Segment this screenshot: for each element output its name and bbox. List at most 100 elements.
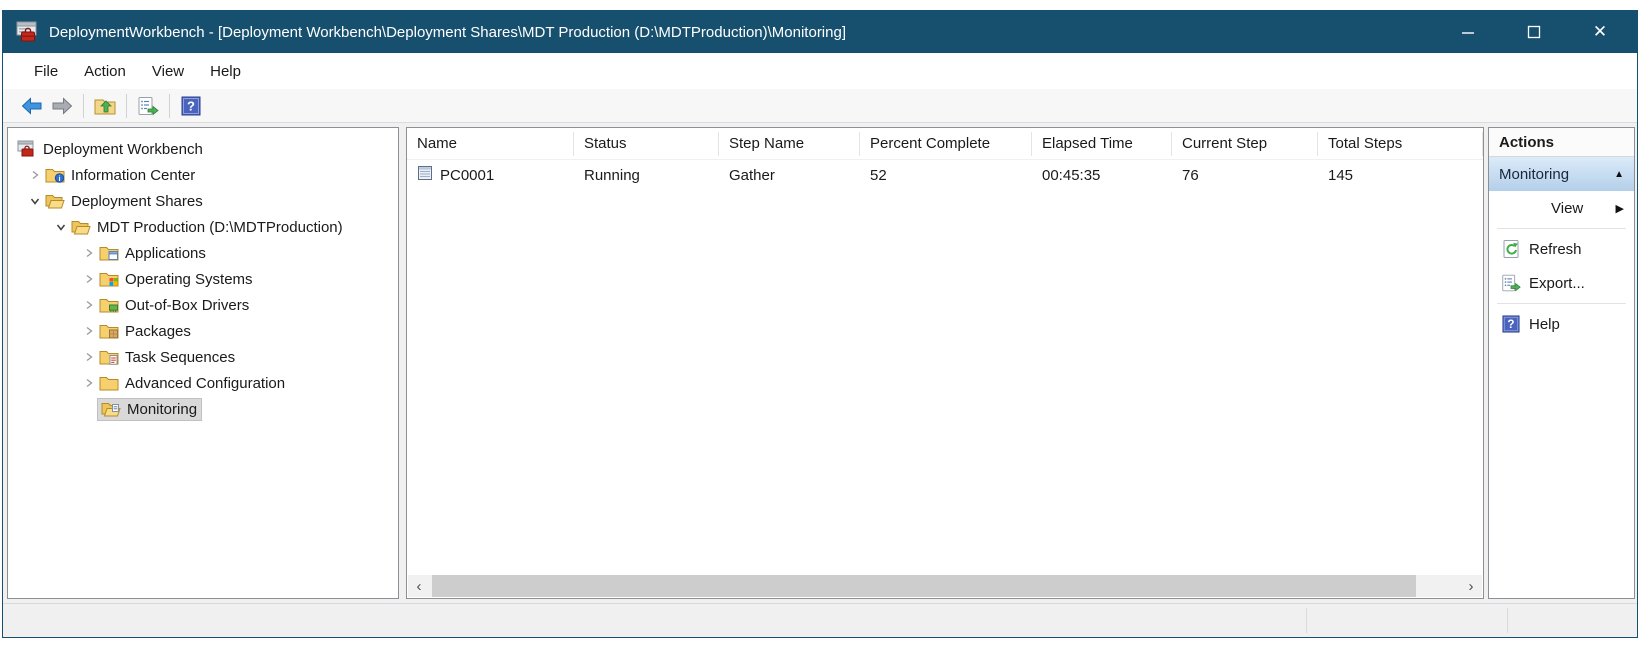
tree-item-label: Deployment Workbench — [43, 140, 203, 158]
back-icon — [21, 96, 42, 115]
chevron-right-icon[interactable] — [80, 378, 98, 388]
tree-item-label: Deployment Shares — [71, 192, 203, 210]
up-one-level-icon — [94, 99, 116, 114]
chevron-left-icon: ‹ — [416, 577, 422, 595]
status-bar — [3, 603, 1637, 637]
minimize-button[interactable] — [1445, 11, 1491, 53]
actions-group-monitoring[interactable]: Monitoring ▲ — [1489, 157, 1634, 191]
chevron-right-icon: › — [1468, 577, 1474, 595]
cell-percent-complete: 52 — [870, 166, 887, 184]
column-header-status[interactable]: Status — [574, 131, 719, 156]
action-view[interactable]: View ▶ — [1489, 191, 1634, 225]
tree-item-label: MDT Production (D:\MDTProduction) — [97, 218, 343, 236]
forward-button[interactable] — [47, 92, 77, 120]
window-controls: ✕ — [1425, 11, 1623, 53]
back-button[interactable] — [17, 92, 47, 120]
minimize-icon — [1462, 32, 1474, 34]
scroll-left-button[interactable]: ‹ — [408, 575, 430, 597]
scroll-right-button[interactable]: › — [1460, 575, 1482, 597]
tree-selection-highlight: Monitoring — [96, 397, 203, 421]
action-export[interactable]: Export... — [1489, 266, 1634, 300]
cell-elapsed-time: 00:45:35 — [1042, 166, 1101, 184]
tree-item-deployment-shares[interactable]: Deployment Shares — [8, 188, 398, 214]
column-header-total-steps[interactable]: Total Steps — [1318, 131, 1483, 156]
list-row-pc0001[interactable]: PC0001 Running Gather 52 00:45:35 76 145 — [407, 160, 1483, 190]
toolbar: ? — [3, 89, 1637, 123]
tree-item-information-center[interactable]: i Information Center — [8, 162, 398, 188]
tree-item-deployment-workbench[interactable]: Deployment Workbench — [8, 136, 398, 162]
tree-item-label: Operating Systems — [125, 270, 253, 288]
scrollbar-thumb[interactable] — [432, 575, 1416, 597]
up-one-level-button[interactable] — [90, 92, 120, 120]
maximize-button[interactable] — [1511, 11, 1557, 53]
action-refresh[interactable]: Refresh — [1489, 232, 1634, 266]
cell-status: Running — [584, 166, 640, 184]
help-button[interactable]: ? — [176, 92, 206, 120]
app-workbench-icon — [15, 20, 39, 44]
close-button[interactable]: ✕ — [1577, 11, 1623, 53]
tree-item-label: Advanced Configuration — [125, 374, 286, 392]
actions-separator — [1497, 303, 1626, 304]
toolbar-separator — [169, 93, 170, 118]
tree-item-label: Information Center — [71, 166, 196, 184]
tree-item-label: Out-of-Box Drivers — [125, 296, 250, 314]
folder-open-icon — [44, 193, 66, 209]
export-list-icon — [138, 96, 159, 115]
tree-item-packages[interactable]: Packages — [8, 318, 398, 344]
results-panel: Name Status Step Name Percent Complete E… — [406, 127, 1484, 599]
console-tree: Deployment Workbench i Information Cente… — [8, 128, 398, 422]
tree-item-out-of-box-drivers[interactable]: Out-of-Box Drivers — [8, 292, 398, 318]
workbench-icon — [16, 140, 38, 158]
folder-packages-icon — [98, 323, 120, 339]
menu-view[interactable]: View — [151, 62, 185, 80]
chevron-right-icon[interactable] — [80, 326, 98, 336]
chevron-down-icon[interactable] — [52, 222, 70, 232]
list-header: Name Status Step Name Percent Complete E… — [407, 128, 1483, 160]
tree-item-task-sequences[interactable]: Task Sequences — [8, 344, 398, 370]
folder-applications-icon — [98, 245, 120, 261]
maximize-icon — [1527, 25, 1541, 39]
column-header-step-name[interactable]: Step Name — [719, 131, 860, 156]
console-tree-panel: Deployment Workbench i Information Cente… — [7, 127, 399, 599]
column-header-elapsed-time[interactable]: Elapsed Time — [1032, 131, 1172, 156]
menu-bar: File Action View Help — [3, 53, 1637, 89]
chevron-right-icon[interactable] — [80, 352, 98, 362]
action-label: Refresh — [1529, 240, 1582, 258]
chevron-right-icon[interactable] — [26, 170, 44, 180]
column-header-current-step[interactable]: Current Step — [1172, 131, 1318, 156]
chevron-right-icon[interactable] — [80, 274, 98, 284]
computer-icon — [417, 165, 433, 185]
deployment-workbench-window: DeploymentWorkbench - [Deployment Workbe… — [2, 10, 1638, 638]
scrollbar-track[interactable] — [430, 575, 1460, 597]
help-icon: ? — [181, 96, 201, 115]
cell-name: PC0001 — [440, 166, 495, 184]
tree-item-mdt-production[interactable]: MDT Production (D:\MDTProduction) — [8, 214, 398, 240]
menu-help[interactable]: Help — [210, 62, 241, 80]
tree-item-label: Task Sequences — [125, 348, 236, 366]
actions-title: Actions — [1489, 128, 1634, 157]
refresh-icon — [1499, 239, 1523, 259]
close-icon: ✕ — [1592, 22, 1608, 41]
tree-item-applications[interactable]: Applications — [8, 240, 398, 266]
tree-item-operating-systems[interactable]: Operating Systems — [8, 266, 398, 292]
column-header-percent-complete[interactable]: Percent Complete — [860, 131, 1032, 156]
titlebar: DeploymentWorkbench - [Deployment Workbe… — [3, 11, 1637, 53]
action-help[interactable]: ? Help — [1489, 307, 1634, 341]
collapse-up-icon[interactable]: ▲ — [1614, 168, 1624, 180]
status-separator — [1306, 608, 1307, 633]
chevron-right-icon[interactable] — [80, 248, 98, 258]
tree-item-monitoring[interactable]: Monitoring — [8, 396, 398, 422]
menu-file[interactable]: File — [34, 62, 59, 80]
action-label: Export... — [1529, 274, 1585, 292]
chevron-down-icon[interactable] — [26, 196, 44, 206]
menu-action[interactable]: Action — [84, 62, 126, 80]
chevron-right-icon[interactable] — [80, 300, 98, 310]
tree-item-label: Applications — [125, 244, 206, 262]
column-header-name[interactable]: Name — [407, 131, 574, 156]
cell-step-name: Gather — [729, 166, 775, 184]
folder-monitoring-icon — [100, 401, 122, 417]
horizontal-scrollbar: ‹ › — [408, 575, 1482, 597]
export-list-button[interactable] — [133, 92, 163, 120]
tree-item-advanced-configuration[interactable]: Advanced Configuration — [8, 370, 398, 396]
window-title: DeploymentWorkbench - [Deployment Workbe… — [49, 23, 846, 41]
